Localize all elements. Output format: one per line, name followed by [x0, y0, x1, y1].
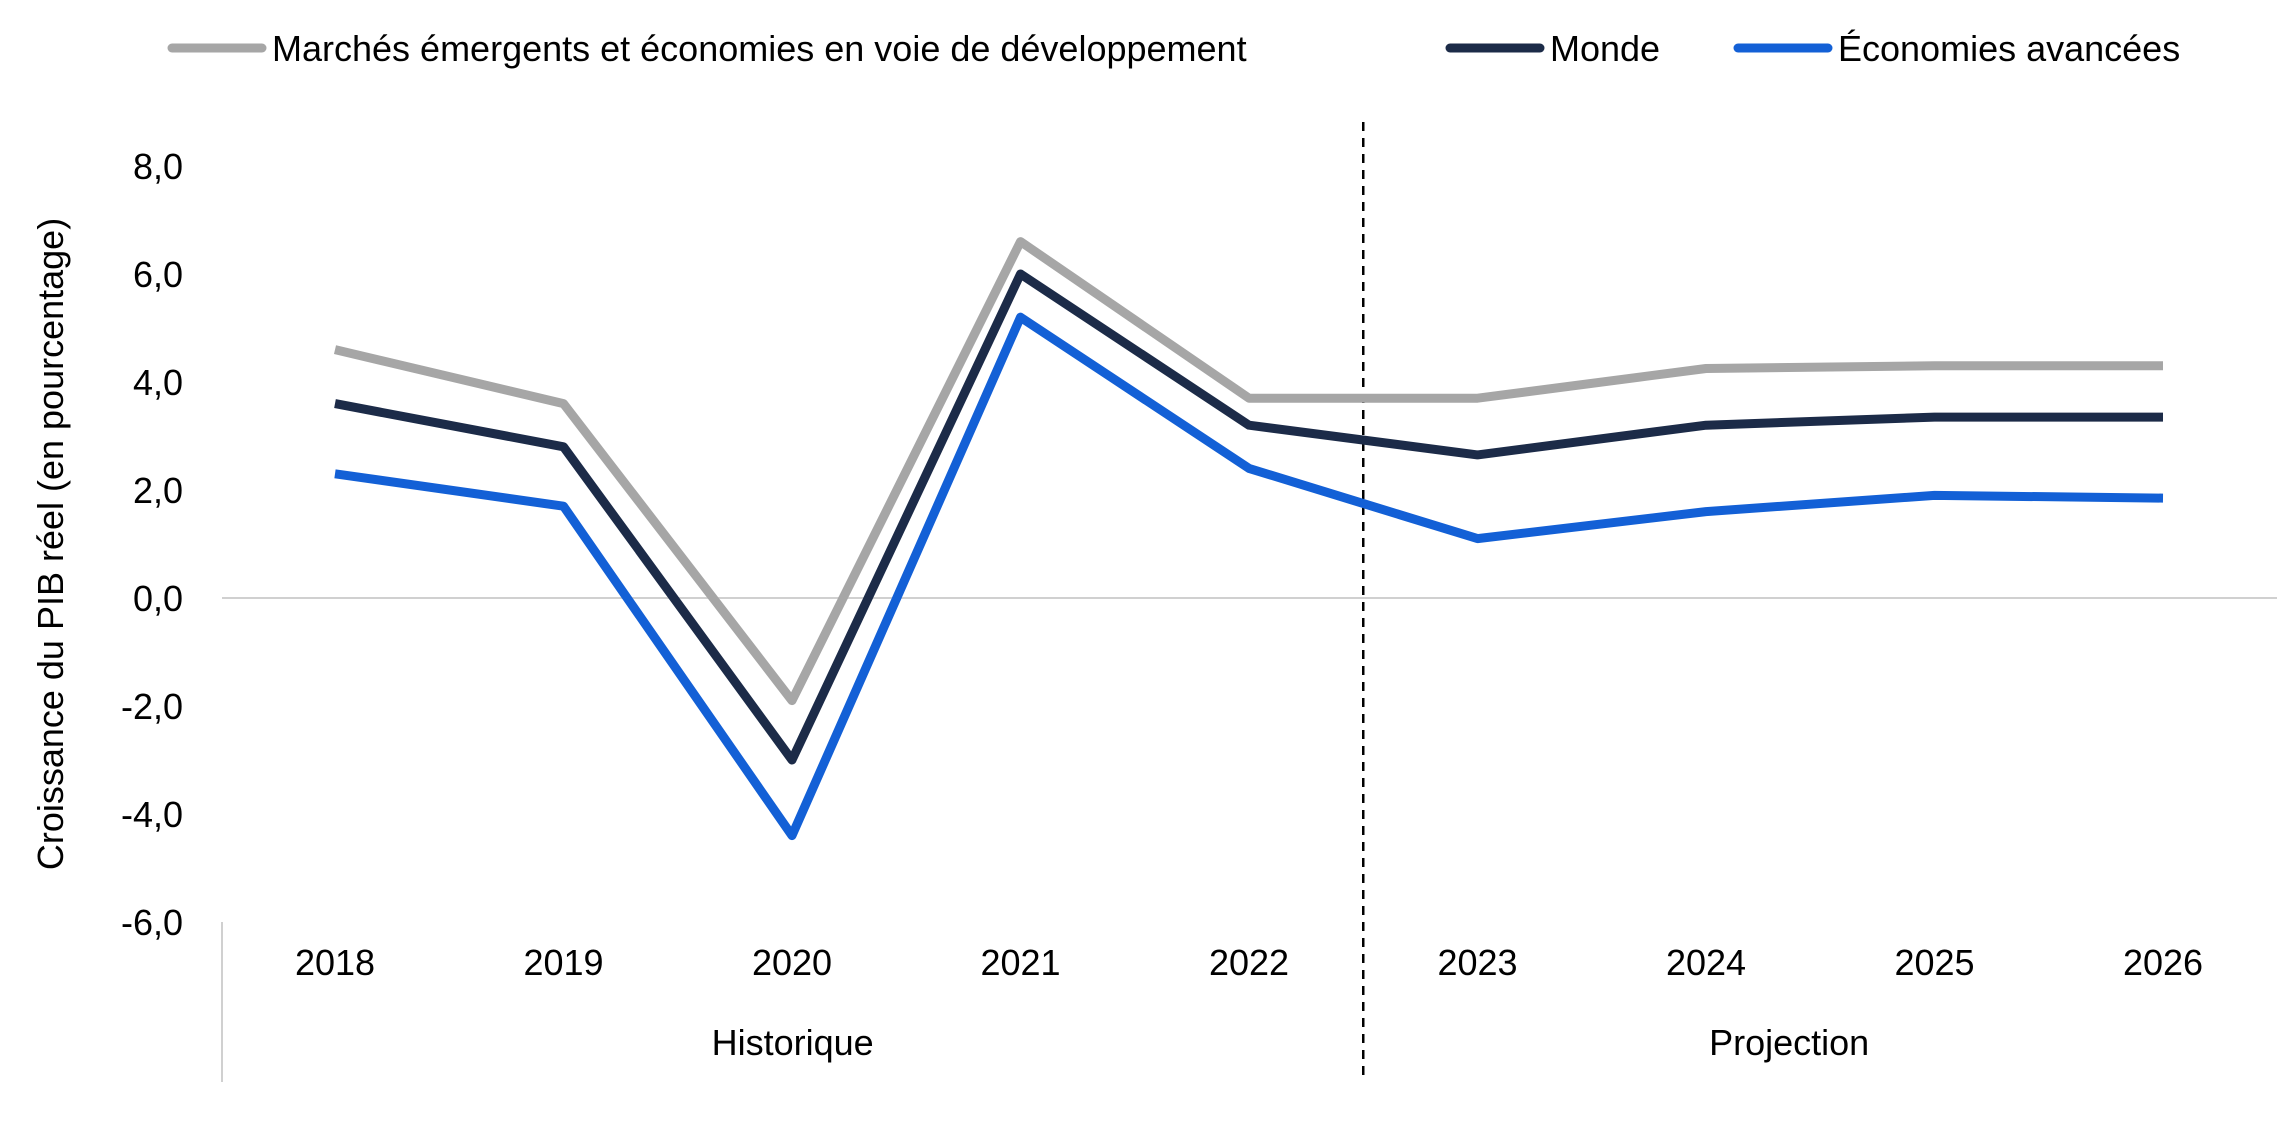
- legend-label-2: Monde: [1550, 28, 1660, 69]
- legend-label-3: Économies avancées: [1838, 28, 2180, 69]
- series-line-1: [333, 237, 2163, 706]
- period-label-projection: Projection: [1709, 1022, 1869, 1063]
- y-tick-label: 0,0: [133, 578, 183, 619]
- x-tick-label: 2024: [1666, 942, 1746, 983]
- x-tick-label: 2022: [1209, 942, 1289, 983]
- y-tick-label: 6,0: [133, 254, 183, 295]
- x-tick-label: 2020: [752, 942, 832, 983]
- y-tick-label: 2,0: [133, 470, 183, 511]
- series-line-2: [334, 269, 2163, 765]
- y-tick-label: 8,0: [133, 146, 183, 187]
- y-axis-title: Croissance du PIB réel (en pourcentage): [30, 218, 71, 870]
- x-tick-label: 2019: [523, 942, 603, 983]
- period-label-historique: Historique: [712, 1022, 874, 1063]
- x-tick-label: 2026: [2123, 942, 2203, 983]
- y-tick-label: -4,0: [121, 794, 183, 835]
- y-tick-label: -6,0: [121, 902, 183, 943]
- y-tick-label: -2,0: [121, 686, 183, 727]
- x-tick-label: 2025: [1894, 942, 1974, 983]
- x-tick-label: 2023: [1437, 942, 1517, 983]
- x-tick-label: 2021: [980, 942, 1060, 983]
- y-tick-label: 4,0: [133, 362, 183, 403]
- legend-label-1: Marchés émergents et économies en voie d…: [272, 28, 1247, 69]
- series-line-3: [334, 312, 2164, 841]
- x-tick-label: 2018: [295, 942, 375, 983]
